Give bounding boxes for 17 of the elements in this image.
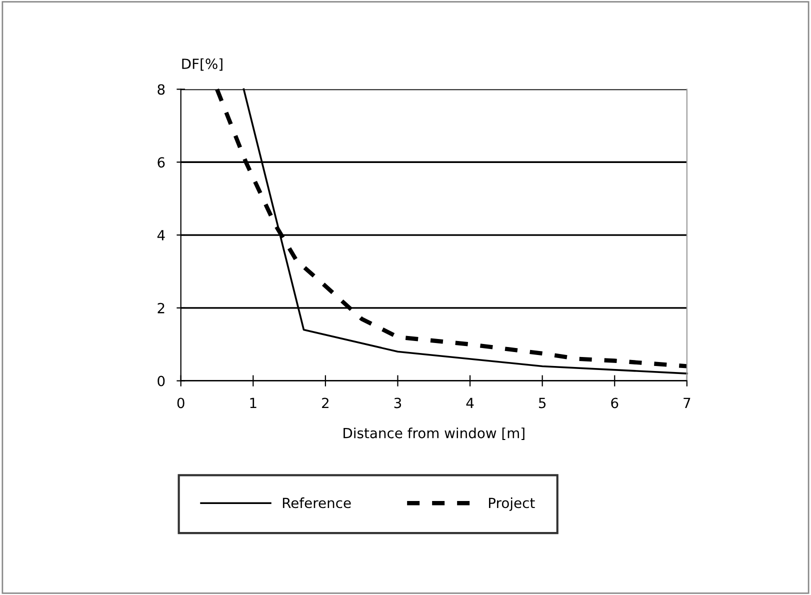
x-tick-label: 3 xyxy=(394,398,402,408)
x-tick-label: 5 xyxy=(538,398,546,408)
y-tick-label: 8 xyxy=(158,84,165,95)
x-axis-title: Distance from window [m] xyxy=(344,428,524,440)
y-tick-label: 2 xyxy=(158,302,164,314)
y-tick-label: 6 xyxy=(158,157,165,168)
y-tick-label: 4 xyxy=(157,230,165,240)
y-tick-label: 0 xyxy=(158,376,165,386)
legend-label: Reference xyxy=(282,497,351,508)
y-axis-title: DF[%] xyxy=(182,58,222,71)
x-tick-label: 4 xyxy=(466,398,474,408)
x-tick-label: 1 xyxy=(250,398,256,408)
x-tick-label: 2 xyxy=(322,398,328,408)
x-tick-label: 6 xyxy=(611,398,618,408)
legend-label: Project xyxy=(489,497,535,511)
x-tick-label: 0 xyxy=(177,398,184,408)
x-tick-label: 7 xyxy=(684,398,690,408)
